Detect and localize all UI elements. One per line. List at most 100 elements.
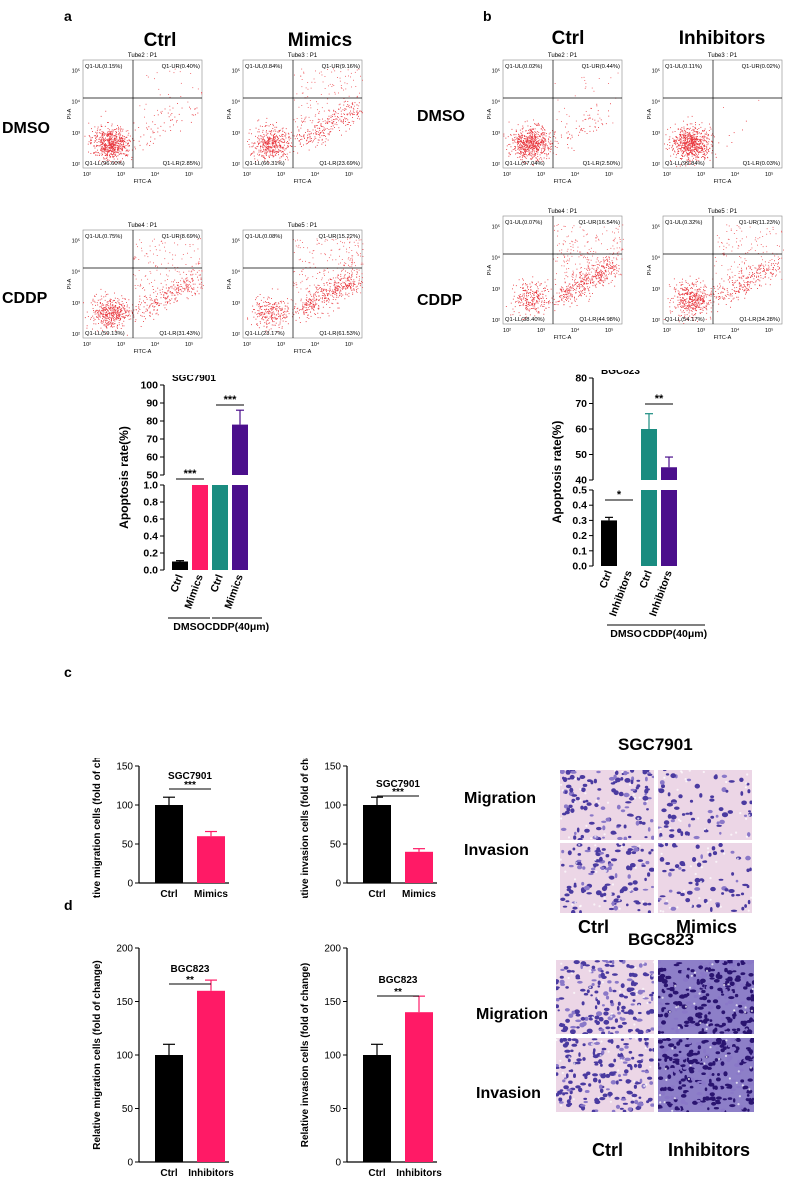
flow-y-tick: 10³	[72, 301, 80, 307]
flow-q-ur: Q1-UR(0.44%)	[582, 64, 620, 70]
x-tick-label: Inhibitors	[188, 1168, 234, 1179]
flow-q-lr: Q1-LR(2.50%)	[583, 161, 620, 167]
flow-q-ur: Q1-UR(9.16%)	[322, 64, 360, 70]
significance-marker: ***	[224, 394, 238, 406]
chart-title: SGC7901	[376, 779, 420, 790]
flow-y-tick: 10⁴	[232, 99, 241, 106]
bar	[363, 805, 391, 883]
y-tick-label: 60	[146, 452, 158, 464]
micro-bgc-migration-ctrl	[556, 960, 654, 1034]
flow-y-axis-label: PI-A	[647, 264, 653, 275]
invasion-chart-sgc7901: 0 50 100 150 Relative invasion cells (fold o…	[300, 758, 437, 898]
flow-y-tick: 10⁴	[652, 255, 661, 262]
flow-x-tick: 10²	[83, 172, 91, 178]
micro-cells	[556, 1038, 654, 1112]
micro-bgc-invasion-inhibitors	[658, 1038, 754, 1112]
flow-y-tick: 10³	[232, 301, 240, 307]
micro-cells	[658, 843, 752, 913]
flow-y-tick: 10⁴	[492, 255, 501, 262]
flow-x-tick: 10⁵	[345, 341, 353, 348]
flow-q-ll: Q1-LL(99.84%)	[665, 161, 705, 167]
flow-q-lr: Q1-LR(23.69%)	[319, 161, 360, 167]
significance-marker: ***	[392, 787, 404, 798]
flow-q-ll: Q1-LL(38.40%)	[505, 317, 545, 323]
micro-cells	[560, 770, 654, 840]
flow-x-tick: 10⁵	[605, 327, 613, 334]
chart-title: BGC823	[601, 370, 640, 377]
micro-cells	[556, 960, 654, 1034]
flow-q-ur: Q1-UR(11.23%)	[739, 220, 780, 226]
apoptosis-chart-bgc823: BGC823 0.0 0.1 0.2 0.3 0.4 0.540 50 60 70 80 Apopto…	[550, 370, 707, 640]
flow-b-row-dmso: DMSO	[417, 108, 465, 125]
flow-x-tick: 10²	[503, 172, 511, 178]
invasion-chart-bgc823: 0 50 100 150 200 Relative invasion cells (fol…	[300, 944, 442, 1180]
flow-plot-frame	[82, 59, 203, 169]
micro-bgc-migration-label: Migration	[476, 1006, 548, 1023]
flow-b-row-cddp: CDDP	[417, 292, 463, 309]
flow-x-tick: 10²	[663, 328, 671, 334]
y-axis-label: Relative invasion cells (fold of change)	[300, 963, 311, 1148]
flow-x-tick: 10⁴	[731, 171, 740, 178]
flow-plot-frame	[502, 59, 623, 169]
flow-x-axis-label: FITC-A	[134, 179, 152, 185]
flow-events	[663, 224, 784, 324]
flow-y-axis-label: PI-A	[67, 108, 73, 119]
flow-y-tick: 10³	[232, 131, 240, 137]
flow-y-axis-label: PI-A	[227, 278, 233, 289]
flow-y-tick: 10⁴	[72, 269, 81, 276]
flow-x-tick: 10³	[117, 342, 125, 348]
flow-x-tick: 10⁵	[605, 171, 613, 178]
y-tick-label: 0.4	[572, 500, 587, 512]
y-axis-label: Relative migration cells (fold of change…	[92, 758, 103, 898]
bar	[661, 467, 677, 480]
bar	[661, 490, 677, 566]
bar	[232, 485, 248, 570]
panel-label-c: c	[64, 664, 72, 680]
flow-q-ul: Q1-UL(0.08%)	[245, 234, 282, 240]
flow-q-ur: Q1-UR(16.54%)	[578, 220, 620, 226]
y-tick-label: 100	[324, 1051, 341, 1062]
flow-x-tick: 10³	[537, 172, 545, 178]
flow-y-tick: 10²	[652, 162, 660, 168]
micro-bgc-col-ctrl: Ctrl	[592, 1140, 623, 1160]
flow-a-row-cddp: CDDP	[2, 290, 48, 307]
group-label: CDDP(40μm)	[643, 628, 707, 640]
x-tick-label: Mimics	[222, 573, 246, 611]
micro-bgc-invasion-label: Invasion	[476, 1085, 541, 1102]
y-axis-label: Apoptosis rate(%)	[550, 421, 564, 524]
y-tick-label: 200	[324, 944, 341, 955]
y-tick-label: 0.2	[572, 530, 587, 542]
flow-x-tick: 10⁴	[571, 327, 580, 334]
y-tick-label: 100	[116, 1051, 133, 1062]
flow-events	[83, 238, 204, 336]
y-tick-label: 1.0	[143, 480, 158, 492]
micro-bgc-invasion-ctrl	[556, 1038, 654, 1112]
apoptosis-chart-sgc7901: SGC7901 0.0 0.2 0.4 0.6 0.8 1.050 60 70 80 90 100 Ap…	[117, 375, 269, 633]
bar	[641, 429, 657, 480]
flow-plot-frame	[502, 215, 623, 325]
flow-q-ll: Q1-LL(23.17%)	[245, 331, 285, 337]
flow-y-tick: 10⁴	[72, 99, 81, 106]
bar	[363, 1055, 391, 1162]
flow-y-tick: 10⁴	[232, 269, 241, 276]
flow-x-axis-label: FITC-A	[134, 349, 152, 355]
flow-q-ur: Q1-UR(0.40%)	[162, 64, 200, 70]
flow-y-tick: 10³	[492, 287, 500, 293]
flow-x-tick: 10³	[277, 342, 285, 348]
flow-y-tick: 10²	[232, 332, 240, 338]
flow-x-tick: 10³	[697, 328, 705, 334]
micro-cells	[658, 960, 754, 1034]
flow-x-tick: 10⁵	[185, 341, 193, 348]
flow-x-tick: 10²	[663, 172, 671, 178]
flow-tube-label: Tube5 : P1	[288, 223, 318, 229]
flow-q-ll: Q1-LL(97.04%)	[505, 161, 545, 167]
y-tick-label: 50	[575, 449, 587, 461]
flow-b-col-inhibitors: Inhibitors	[678, 28, 766, 49]
flow-x-axis-label: FITC-A	[554, 179, 572, 185]
x-tick-label: Mimics	[402, 889, 436, 898]
flow-q-lr: Q1-LR(44.98%)	[579, 317, 620, 323]
y-tick-label: 0.3	[572, 515, 587, 527]
